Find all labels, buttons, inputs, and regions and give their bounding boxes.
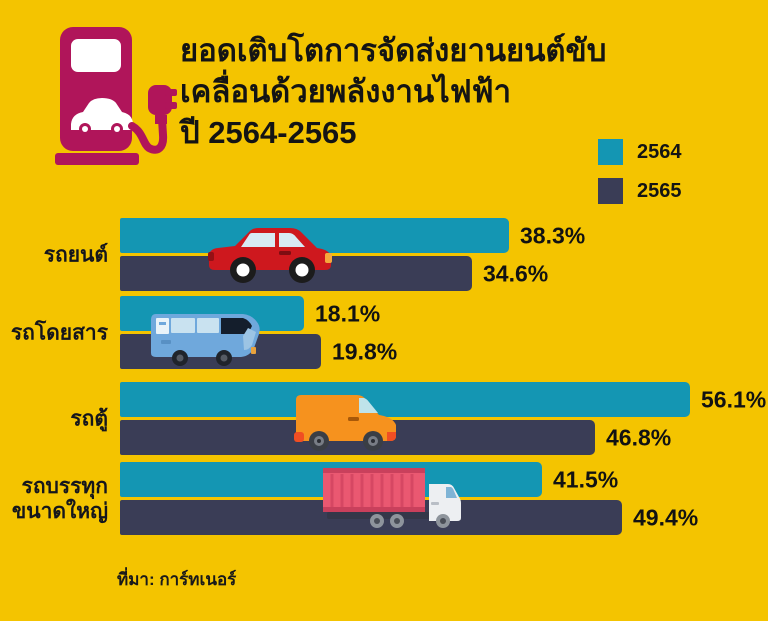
value-label: 56.1% xyxy=(701,386,767,412)
page-title: ยอดเติบโตการจัดส่งยานยนต์ขับ เคลื่อนด้วย… xyxy=(180,30,606,153)
title-line-2: เคลื่อนด้วยพลังงานไฟฟ้า xyxy=(180,74,512,109)
legend-swatch-2565 xyxy=(598,178,623,204)
red-car-illustration xyxy=(208,228,332,283)
value-label: 41.5% xyxy=(553,466,619,492)
legend: 2564 2565 xyxy=(598,138,682,216)
legend-item-2565: 2565 xyxy=(598,177,682,205)
category-label: รถยนต์ xyxy=(43,243,108,266)
legend-label: 2564 xyxy=(637,140,682,163)
category-label: รถโดยสาร xyxy=(10,321,108,344)
value-label: 18.1% xyxy=(315,300,381,326)
value-label: 19.8% xyxy=(332,338,398,364)
value-label: 49.4% xyxy=(633,504,699,530)
legend-label: 2565 xyxy=(637,179,682,202)
blue-bus-illustration xyxy=(151,314,260,366)
legend-swatch-2564 xyxy=(598,139,623,165)
category-label: รถตู้ xyxy=(70,407,108,430)
category-label: รถบรรทุก ขนาดใหญ่ xyxy=(11,474,108,523)
value-label: 46.8% xyxy=(606,424,672,450)
source-note: ที่มา: การ์ทเนอร์ xyxy=(117,570,237,589)
title-line-1: ยอดเติบโตการจัดส่งยานยนต์ขับ xyxy=(180,33,607,68)
value-label: 34.6% xyxy=(483,260,549,286)
legend-item-2564: 2564 xyxy=(598,138,682,166)
value-label: 38.3% xyxy=(520,222,586,248)
bar-2564-รถตู้ xyxy=(120,382,690,417)
orange-van-illustration xyxy=(294,395,396,451)
title-line-3: ปี 2564-2565 xyxy=(180,115,357,150)
ev-charging-station-icon xyxy=(55,27,177,165)
pink-container-truck-illustration xyxy=(323,468,461,528)
